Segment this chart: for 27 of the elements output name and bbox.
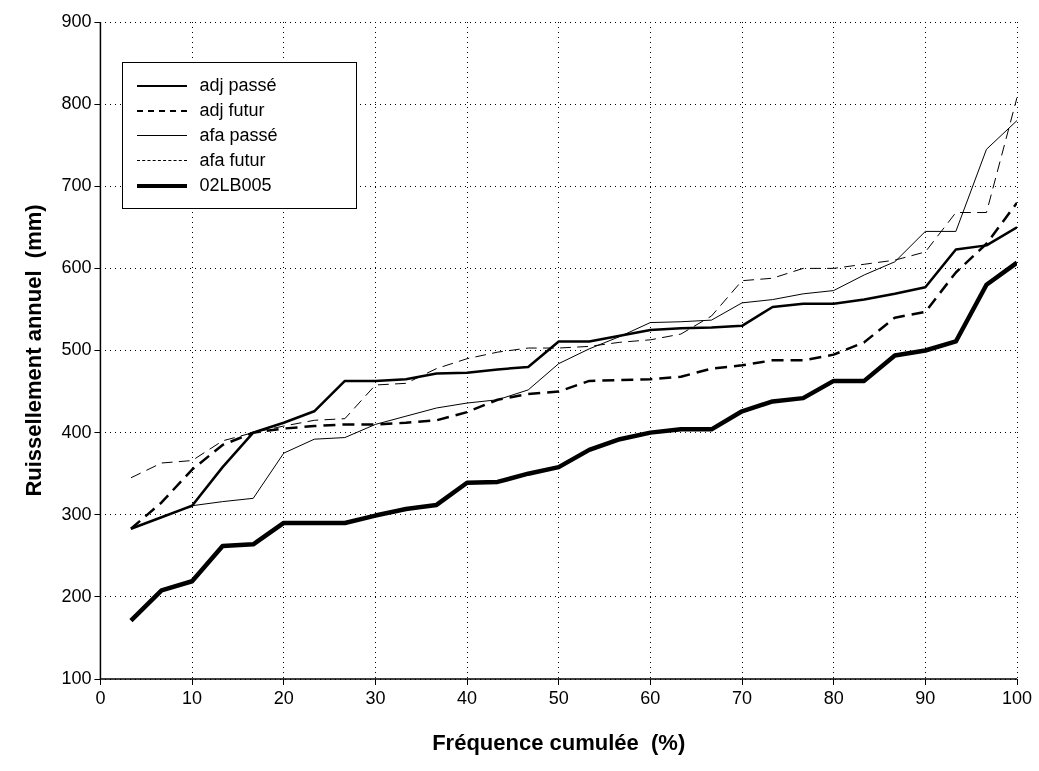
x-tick-label: 70 — [732, 687, 753, 708]
y-tick-label: 300 — [61, 503, 92, 524]
x-tick-label: 40 — [457, 687, 478, 708]
x-tick-label: 80 — [823, 687, 844, 708]
legend-label: adj passé — [199, 75, 277, 96]
legend-label: 02LB005 — [199, 175, 272, 196]
x-tick-label: 90 — [915, 687, 936, 708]
y-axis-title: Ruissellement annuel (mm) — [21, 204, 47, 497]
x-tick-label: 60 — [640, 687, 661, 708]
y-tick-label: 900 — [61, 10, 92, 31]
x-tick-label: 20 — [273, 687, 294, 708]
y-tick-label: 400 — [61, 421, 92, 442]
x-tick-label: 100 — [1001, 687, 1033, 708]
y-tick-label: 100 — [61, 667, 92, 688]
x-axis-title: Fréquence cumulée (%) — [432, 729, 686, 755]
y-tick-label: 600 — [61, 257, 92, 278]
x-tick-label: 10 — [182, 687, 203, 708]
x-tick-label: 50 — [548, 687, 569, 708]
y-tick-label: 800 — [61, 93, 92, 114]
x-tick-label: 30 — [365, 687, 386, 708]
y-tick-label: 200 — [61, 585, 92, 606]
legend-label: adj futur — [199, 100, 265, 121]
y-tick-label: 500 — [61, 339, 92, 360]
y-tick-label: 700 — [61, 175, 92, 196]
legend-label: afa futur — [199, 150, 266, 171]
x-tick-label: 0 — [95, 687, 106, 708]
legend-label: afa passé — [199, 125, 278, 146]
